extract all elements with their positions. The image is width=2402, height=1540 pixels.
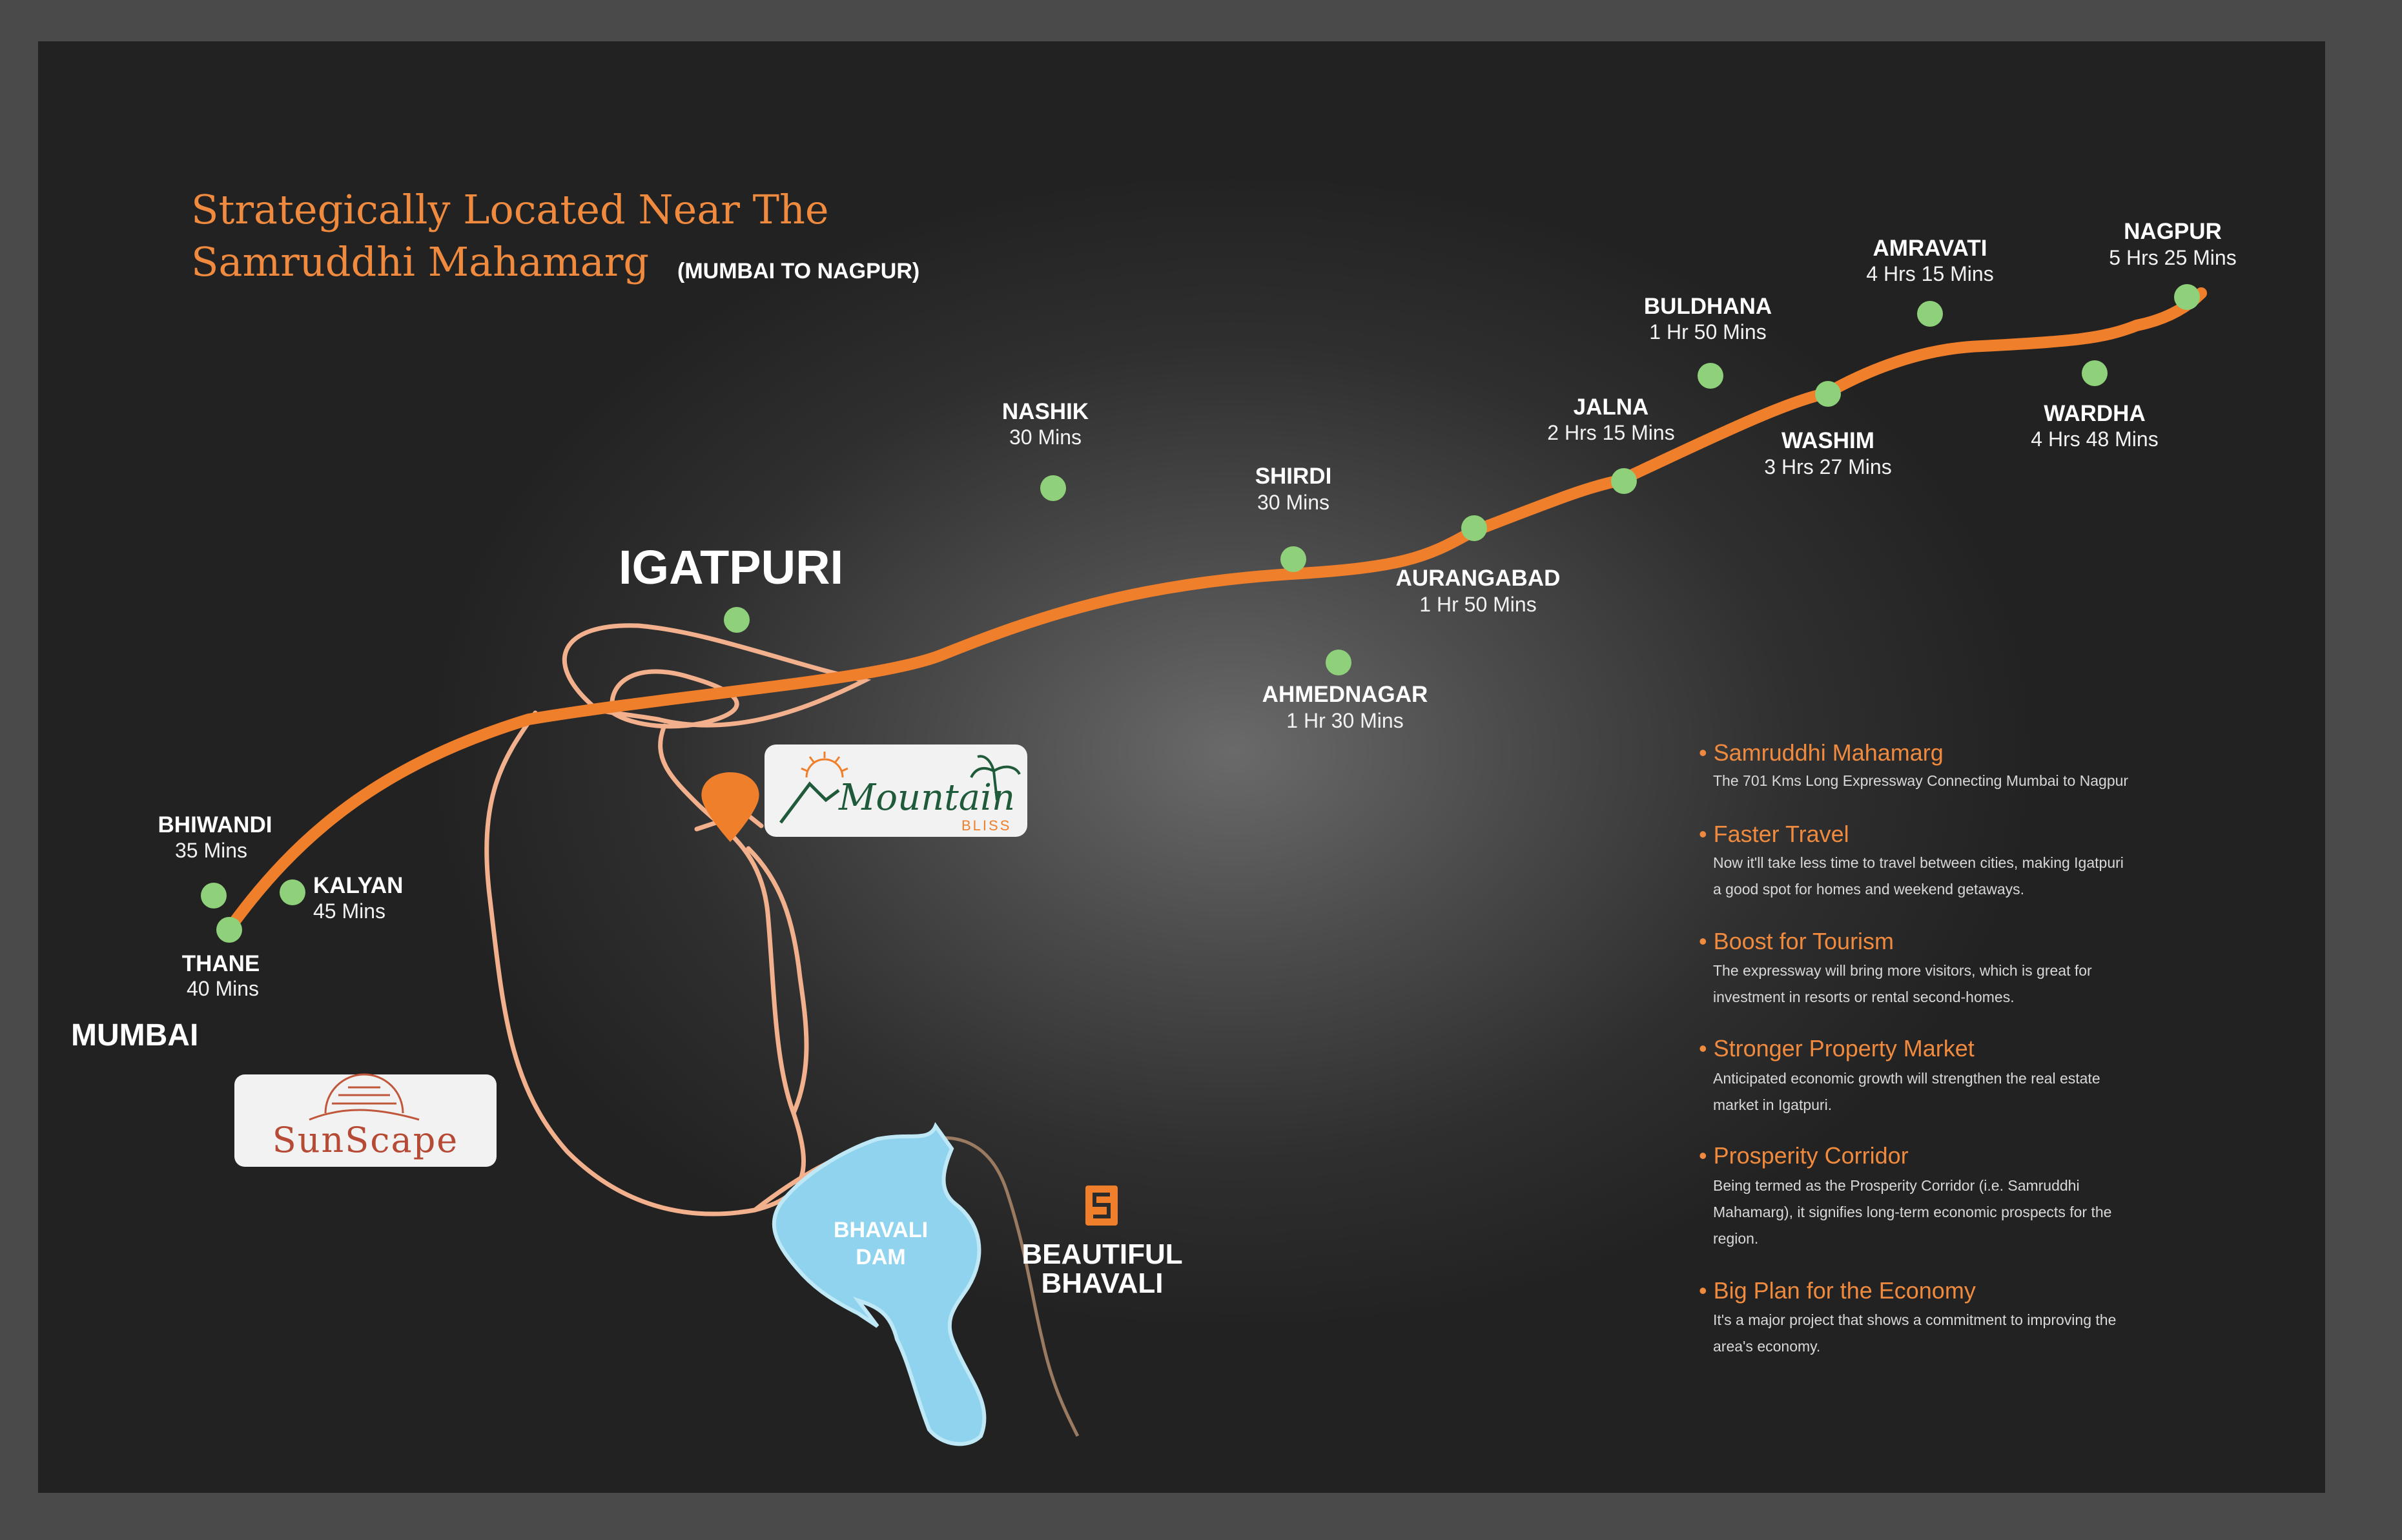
- place-igatpuri: IGATPURI: [619, 540, 843, 594]
- sun-icon: [801, 752, 848, 778]
- point-line-6-1: It's a major project that shows a commit…: [1713, 1311, 2116, 1328]
- point-heading-4: • Stronger Property Market: [1699, 1035, 1975, 1062]
- city-time-aurangabad: 1 Hr 50 Mins: [1419, 593, 1536, 616]
- dot-buldhana: [1698, 363, 1723, 389]
- point-line-4-2: market in Igatpuri.: [1713, 1096, 1832, 1113]
- city-name-washim: WASHIM: [1781, 428, 1874, 453]
- dot-jalna: [1611, 468, 1637, 494]
- location-pin-icon: [701, 772, 759, 842]
- dot-shirdi: [1280, 546, 1306, 572]
- city-name-kalyan: KALYAN: [313, 873, 403, 898]
- point-heading-1: • Samruddhi Mahamarg: [1699, 739, 1944, 766]
- road-loop-inner: [610, 669, 739, 729]
- sunscape-word: SunScape: [272, 1120, 459, 1160]
- city-name-ahmednagar: AHMEDNAGAR: [1262, 682, 1428, 707]
- city-name-nagpur: NAGPUR: [2124, 219, 2222, 244]
- point-line-3-1: The expressway will bring more visitors,…: [1713, 962, 2092, 979]
- city-time-ahmednagar: 1 Hr 30 Mins: [1286, 709, 1403, 732]
- beautiful-bhavali-logo-icon: [1085, 1186, 1118, 1226]
- city-name-wardha: WARDHA: [2044, 401, 2145, 426]
- city-name-bhiwandi: BHIWANDI: [158, 812, 272, 837]
- palm-tree-icon: [970, 755, 1021, 801]
- route-map: Strategically Located Near The Samruddhi…: [71, 186, 2237, 1446]
- dam-label-1: BHAVALI: [834, 1218, 928, 1242]
- city-time-buldhana: 1 Hr 50 Mins: [1649, 320, 1766, 344]
- point-line-1-1: The 701 Kms Long Expressway Connecting M…: [1713, 772, 2128, 789]
- dot-kalyan: [280, 879, 305, 905]
- title-route: (MUMBAI TO NAGPUR): [677, 259, 919, 283]
- point-line-4-1: Anticipated economic growth will strengt…: [1713, 1070, 2100, 1087]
- city-time-shirdi: 30 Mins: [1257, 491, 1329, 514]
- city-dots: [201, 284, 2200, 943]
- mountain-bliss-sub: BLISS: [961, 817, 1011, 834]
- point-heading-6: • Big Plan for the Economy: [1699, 1277, 1976, 1304]
- point-line-5-2: Mahamarg), it signifies long-term econom…: [1713, 1204, 2111, 1220]
- city-time-nashik: 30 Mins: [1009, 426, 1082, 449]
- city-name-amravati: AMRAVATI: [1873, 236, 1987, 261]
- map-frame: Strategically Located Near The Samruddhi…: [38, 41, 2325, 1493]
- dot-ahmednagar: [1326, 650, 1351, 675]
- dot-nashik: [1040, 475, 1066, 501]
- point-line-5-3: region.: [1713, 1230, 1758, 1247]
- benefits-list: • Samruddhi Mahamarg The 701 Kms Long Ex…: [1699, 739, 2128, 1355]
- city-time-wardha: 4 Hrs 48 Mins: [2031, 427, 2158, 451]
- city-name-thane: THANE: [182, 951, 260, 976]
- city-name-jalna: JALNA: [1574, 395, 1649, 420]
- sunrise-icon: [309, 1073, 420, 1121]
- dot-amravati: [1917, 301, 1943, 327]
- city-time-jalna: 2 Hrs 15 Mins: [1547, 421, 1674, 444]
- point-heading-3: • Boost for Tourism: [1699, 928, 1894, 954]
- point-line-3-2: investment in resorts or rental second-h…: [1713, 989, 2015, 1005]
- city-time-kalyan: 45 Mins: [313, 899, 385, 923]
- sunscape-logo: SunScape: [234, 1073, 497, 1167]
- city-name-shirdi: SHIRDI: [1255, 464, 1332, 489]
- point-line-2-1: Now it'll take less time to travel betwe…: [1713, 854, 2124, 871]
- dot-nagpur: [2174, 284, 2200, 310]
- city-time-bhiwandi: 35 Mins: [175, 839, 247, 862]
- dot-bhiwandi: [201, 883, 227, 909]
- samruddhi-expressway: [223, 287, 2207, 936]
- place-mumbai: MUMBAI: [71, 1018, 198, 1052]
- point-line-2-2: a good spot for homes and weekend getawa…: [1713, 881, 2024, 898]
- city-name-nashik: NASHIK: [1002, 399, 1089, 424]
- mountain-bliss-logo: Mountain BLISS: [765, 744, 1027, 837]
- city-name-buldhana: BULDHANA: [1644, 294, 1772, 319]
- beautiful-bhavali-1: BEAUTIFUL: [1021, 1238, 1182, 1270]
- city-name-aurangabad: AURANGABAD: [1396, 566, 1561, 591]
- beautiful-bhavali-2: BHAVALI: [1041, 1268, 1163, 1299]
- bhavali-dam-water: [772, 1122, 987, 1446]
- dot-washim: [1815, 381, 1841, 407]
- road-loop-igatpuri: [562, 623, 872, 728]
- river-line: [929, 1136, 1080, 1437]
- dot-aurangabad: [1461, 515, 1487, 541]
- point-heading-5: • Prosperity Corridor: [1699, 1142, 1909, 1169]
- title-line-2: Samruddhi Mahamarg: [191, 238, 649, 285]
- dam-label-2: DAM: [856, 1245, 905, 1269]
- dot-thane: [216, 917, 242, 943]
- dot-igatpuri: [724, 607, 750, 633]
- dot-wardha: [2082, 360, 2108, 386]
- city-time-thane: 40 Mins: [187, 977, 259, 1000]
- city-time-amravati: 4 Hrs 15 Mins: [1866, 262, 1993, 285]
- road-east-branch: [746, 846, 809, 1116]
- point-line-5-1: Being termed as the Prosperity Corridor …: [1713, 1177, 2080, 1194]
- point-line-6-2: area's economy.: [1713, 1338, 1820, 1355]
- mountain-bliss-word: Mountain: [838, 777, 1015, 819]
- city-time-washim: 3 Hrs 27 Mins: [1764, 455, 1891, 478]
- city-time-nagpur: 5 Hrs 25 Mins: [2109, 246, 2236, 269]
- point-heading-2: • Faster Travel: [1699, 821, 1849, 847]
- title-line-1: Strategically Located Near The: [191, 186, 829, 233]
